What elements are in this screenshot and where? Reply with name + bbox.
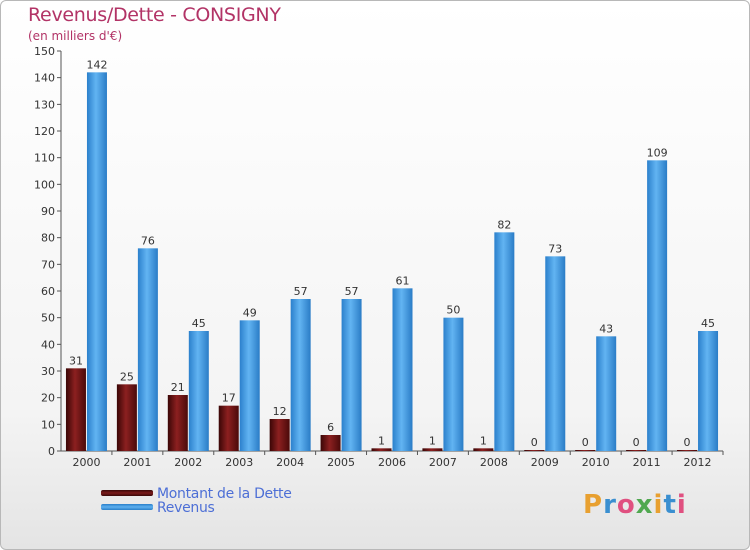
y-tick-label: 60 xyxy=(41,285,55,298)
x-tick-label: 2007 xyxy=(429,456,457,469)
bar-revenue xyxy=(188,331,209,451)
value-label-debt: 0 xyxy=(531,436,538,449)
x-tick-label: 2010 xyxy=(582,456,610,469)
bar-revenue xyxy=(239,320,260,451)
x-tick-label: 2012 xyxy=(684,456,712,469)
x-tick-label: 2011 xyxy=(633,456,661,469)
x-tick-label: 2000 xyxy=(72,456,100,469)
value-label-revenue: 142 xyxy=(86,58,107,71)
value-label-debt: 0 xyxy=(582,436,589,449)
x-tick-label: 2009 xyxy=(531,456,559,469)
value-label-debt: 1 xyxy=(429,434,436,447)
bar-revenue xyxy=(647,160,668,452)
x-tick-label: 2004 xyxy=(276,456,304,469)
y-tick-label: 30 xyxy=(41,365,55,378)
y-tick-label: 20 xyxy=(41,392,55,405)
bar-revenue xyxy=(596,336,617,451)
bar-debt xyxy=(524,450,545,451)
bar-revenue xyxy=(443,317,464,451)
value-label-debt: 17 xyxy=(222,392,236,405)
value-label-revenue: 73 xyxy=(548,242,562,255)
value-label-revenue: 57 xyxy=(294,285,308,298)
bar-debt xyxy=(269,419,290,451)
x-tick-label: 2008 xyxy=(480,456,508,469)
bar-revenue xyxy=(545,256,566,451)
bar-debt xyxy=(626,450,647,451)
bar-revenue xyxy=(341,299,362,451)
legend-label-debt: Montant de la Dette xyxy=(157,486,292,502)
value-label-revenue: 45 xyxy=(192,317,206,330)
bar-debt xyxy=(320,435,341,451)
value-label-revenue: 76 xyxy=(141,234,155,247)
legend-swatch-debt xyxy=(101,490,153,496)
bar-revenue xyxy=(494,232,515,451)
bar-debt xyxy=(65,368,86,451)
y-tick-label: 110 xyxy=(34,152,55,165)
bar-revenue xyxy=(86,72,107,451)
bar-revenue xyxy=(137,248,158,451)
value-label-debt: 12 xyxy=(273,405,287,418)
legend-label-revenue: Revenus xyxy=(157,500,215,516)
y-tick-label: 50 xyxy=(41,312,55,325)
y-tick-label: 150 xyxy=(34,45,55,58)
y-tick-label: 70 xyxy=(41,258,55,271)
bar-revenue xyxy=(392,288,413,451)
bar-debt xyxy=(167,395,188,451)
value-label-revenue: 50 xyxy=(446,304,460,317)
chart-subtitle: (en milliers d'€) xyxy=(28,29,123,43)
chart-title: Revenus/Dette - CONSIGNY xyxy=(28,4,281,26)
y-tick-label: 0 xyxy=(48,445,55,458)
x-tick-label: 2002 xyxy=(174,456,202,469)
bar-debt xyxy=(473,448,494,451)
value-label-debt: 1 xyxy=(480,434,487,447)
value-label-debt: 1 xyxy=(378,434,385,447)
value-label-revenue: 43 xyxy=(599,322,613,335)
bar-debt xyxy=(422,448,443,451)
value-label-revenue: 45 xyxy=(701,317,715,330)
bar-debt xyxy=(371,448,392,451)
value-label-debt: 21 xyxy=(171,381,185,394)
bar-debt xyxy=(575,450,596,451)
bar-revenue xyxy=(290,299,311,451)
y-tick-label: 100 xyxy=(34,178,55,191)
value-label-debt: 25 xyxy=(120,370,134,383)
y-tick-label: 90 xyxy=(41,205,55,218)
value-label-debt: 6 xyxy=(327,421,334,434)
x-tick-label: 2005 xyxy=(327,456,355,469)
proxiti-logo: Proxiti xyxy=(583,490,687,520)
y-tick-label: 130 xyxy=(34,98,55,111)
bar-debt xyxy=(677,450,698,451)
value-label-debt: 31 xyxy=(69,354,83,367)
x-tick-label: 2006 xyxy=(378,456,406,469)
y-tick-label: 140 xyxy=(34,72,55,85)
bar-revenue xyxy=(698,331,719,451)
y-tick-label: 10 xyxy=(41,418,55,431)
bar-debt xyxy=(218,405,239,451)
value-label-revenue: 82 xyxy=(497,218,511,231)
y-tick-label: 80 xyxy=(41,232,55,245)
x-tick-label: 2001 xyxy=(123,456,151,469)
y-tick-label: 40 xyxy=(41,338,55,351)
x-tick-label: 2003 xyxy=(225,456,253,469)
value-label-revenue: 57 xyxy=(345,285,359,298)
value-label-revenue: 49 xyxy=(243,306,257,319)
value-label-revenue: 61 xyxy=(396,274,410,287)
value-label-revenue: 109 xyxy=(647,146,668,159)
value-label-debt: 0 xyxy=(684,436,691,449)
bar-debt xyxy=(116,384,137,451)
legend-swatch-revenue xyxy=(101,504,153,510)
y-tick-label: 120 xyxy=(34,125,55,138)
value-label-debt: 0 xyxy=(633,436,640,449)
